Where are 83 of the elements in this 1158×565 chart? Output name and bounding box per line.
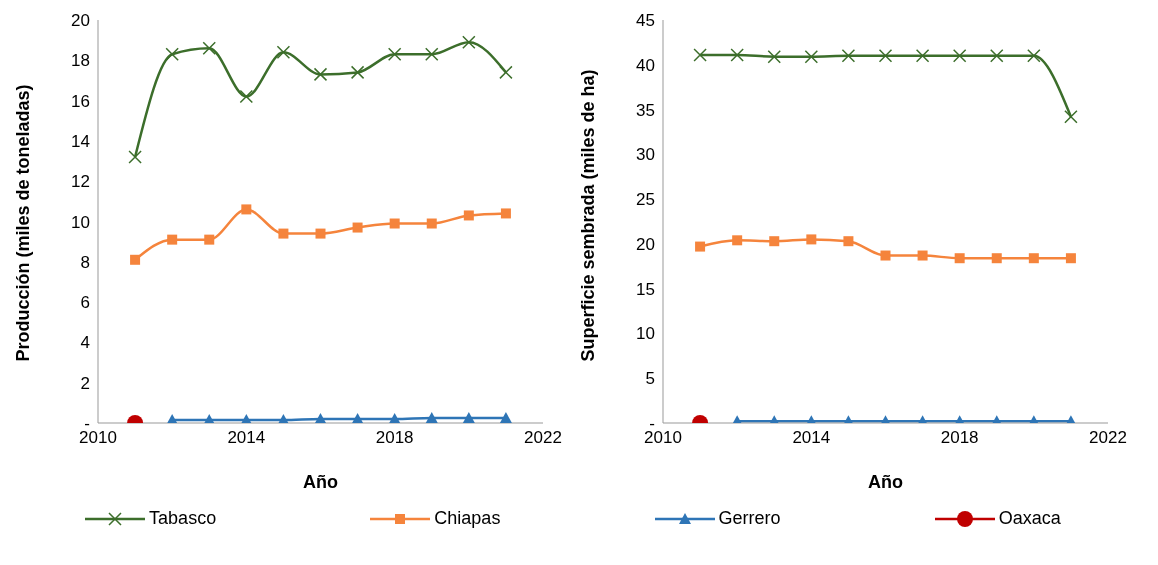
point xyxy=(1028,253,1039,264)
point xyxy=(130,254,141,265)
y-tick-label: 4 xyxy=(80,333,90,353)
point xyxy=(500,208,511,219)
x-tick-label: 2018 xyxy=(940,428,979,448)
point xyxy=(804,49,819,64)
point xyxy=(991,253,1002,264)
point xyxy=(167,234,178,245)
y-tick-label: 8 xyxy=(80,252,90,272)
legend-label: Oaxaca xyxy=(998,508,1061,529)
point xyxy=(239,89,254,104)
y-tick-label: 14 xyxy=(71,131,90,151)
point xyxy=(952,49,967,63)
point xyxy=(204,234,215,245)
y-tick-label: 10 xyxy=(71,212,90,232)
point xyxy=(693,48,707,62)
point xyxy=(387,47,402,61)
point xyxy=(843,236,854,247)
y-axis-title: Superficie sembrada (miles de ha) xyxy=(578,69,599,362)
y-tick-label: 25 xyxy=(636,190,655,210)
y-tick-label: 20 xyxy=(71,11,90,31)
y-tick-label: 15 xyxy=(636,279,655,299)
y-tick-label: 16 xyxy=(71,91,90,111)
y-tick-label: 12 xyxy=(71,172,90,192)
y-tick-label: 2 xyxy=(80,373,90,393)
y-axis-title: Producción (miles de toneladas) xyxy=(13,84,34,362)
point xyxy=(767,49,781,64)
legend-label: Tabasco xyxy=(149,508,217,529)
point xyxy=(313,67,328,82)
point xyxy=(954,253,965,264)
point xyxy=(389,218,400,229)
point xyxy=(880,250,891,261)
point xyxy=(499,65,513,80)
point xyxy=(128,150,142,164)
x-tick-label: 2022 xyxy=(1089,428,1127,448)
point xyxy=(915,49,930,63)
point xyxy=(1027,49,1041,63)
x-axis-title: Año xyxy=(303,472,338,492)
point xyxy=(878,49,893,63)
x-tick-label: 2014 xyxy=(792,428,831,448)
point xyxy=(990,49,1004,63)
point xyxy=(165,47,179,61)
y-tick-label: 20 xyxy=(636,234,655,254)
point xyxy=(425,47,439,61)
point xyxy=(350,65,365,80)
y-tick-label: 6 xyxy=(80,293,90,313)
point xyxy=(426,218,437,229)
point xyxy=(841,49,856,63)
x-axis-title: Año xyxy=(868,472,903,492)
y-tick-label: 30 xyxy=(636,145,655,165)
point xyxy=(1064,109,1078,124)
point xyxy=(769,236,780,247)
y-tick-label: 10 xyxy=(636,324,655,344)
point xyxy=(462,35,476,49)
y-tick-label: 5 xyxy=(645,369,655,389)
point xyxy=(917,250,928,261)
point xyxy=(425,411,438,423)
point xyxy=(695,241,706,252)
x-tick-label: 2018 xyxy=(375,428,414,448)
point xyxy=(499,411,512,423)
point xyxy=(276,45,291,59)
point xyxy=(241,204,252,215)
point xyxy=(314,412,327,423)
point xyxy=(462,411,475,423)
x-tick-label: 2022 xyxy=(524,428,562,448)
y-tick-label: 18 xyxy=(71,51,90,71)
point xyxy=(278,228,289,239)
point xyxy=(351,412,364,423)
legend-label: Gerrero xyxy=(718,508,781,529)
x-tick-label: 2014 xyxy=(227,428,266,448)
point xyxy=(352,222,363,233)
legend-label: Chiapas xyxy=(434,508,501,529)
point xyxy=(463,210,474,221)
point xyxy=(730,48,744,62)
y-tick-label: 35 xyxy=(636,100,655,120)
point xyxy=(315,228,326,239)
point xyxy=(732,235,743,246)
point xyxy=(202,41,216,55)
point xyxy=(1065,253,1076,264)
y-tick-label: 40 xyxy=(636,55,655,75)
point xyxy=(388,412,401,423)
y-tick-label: 45 xyxy=(636,11,655,31)
point xyxy=(806,234,817,245)
